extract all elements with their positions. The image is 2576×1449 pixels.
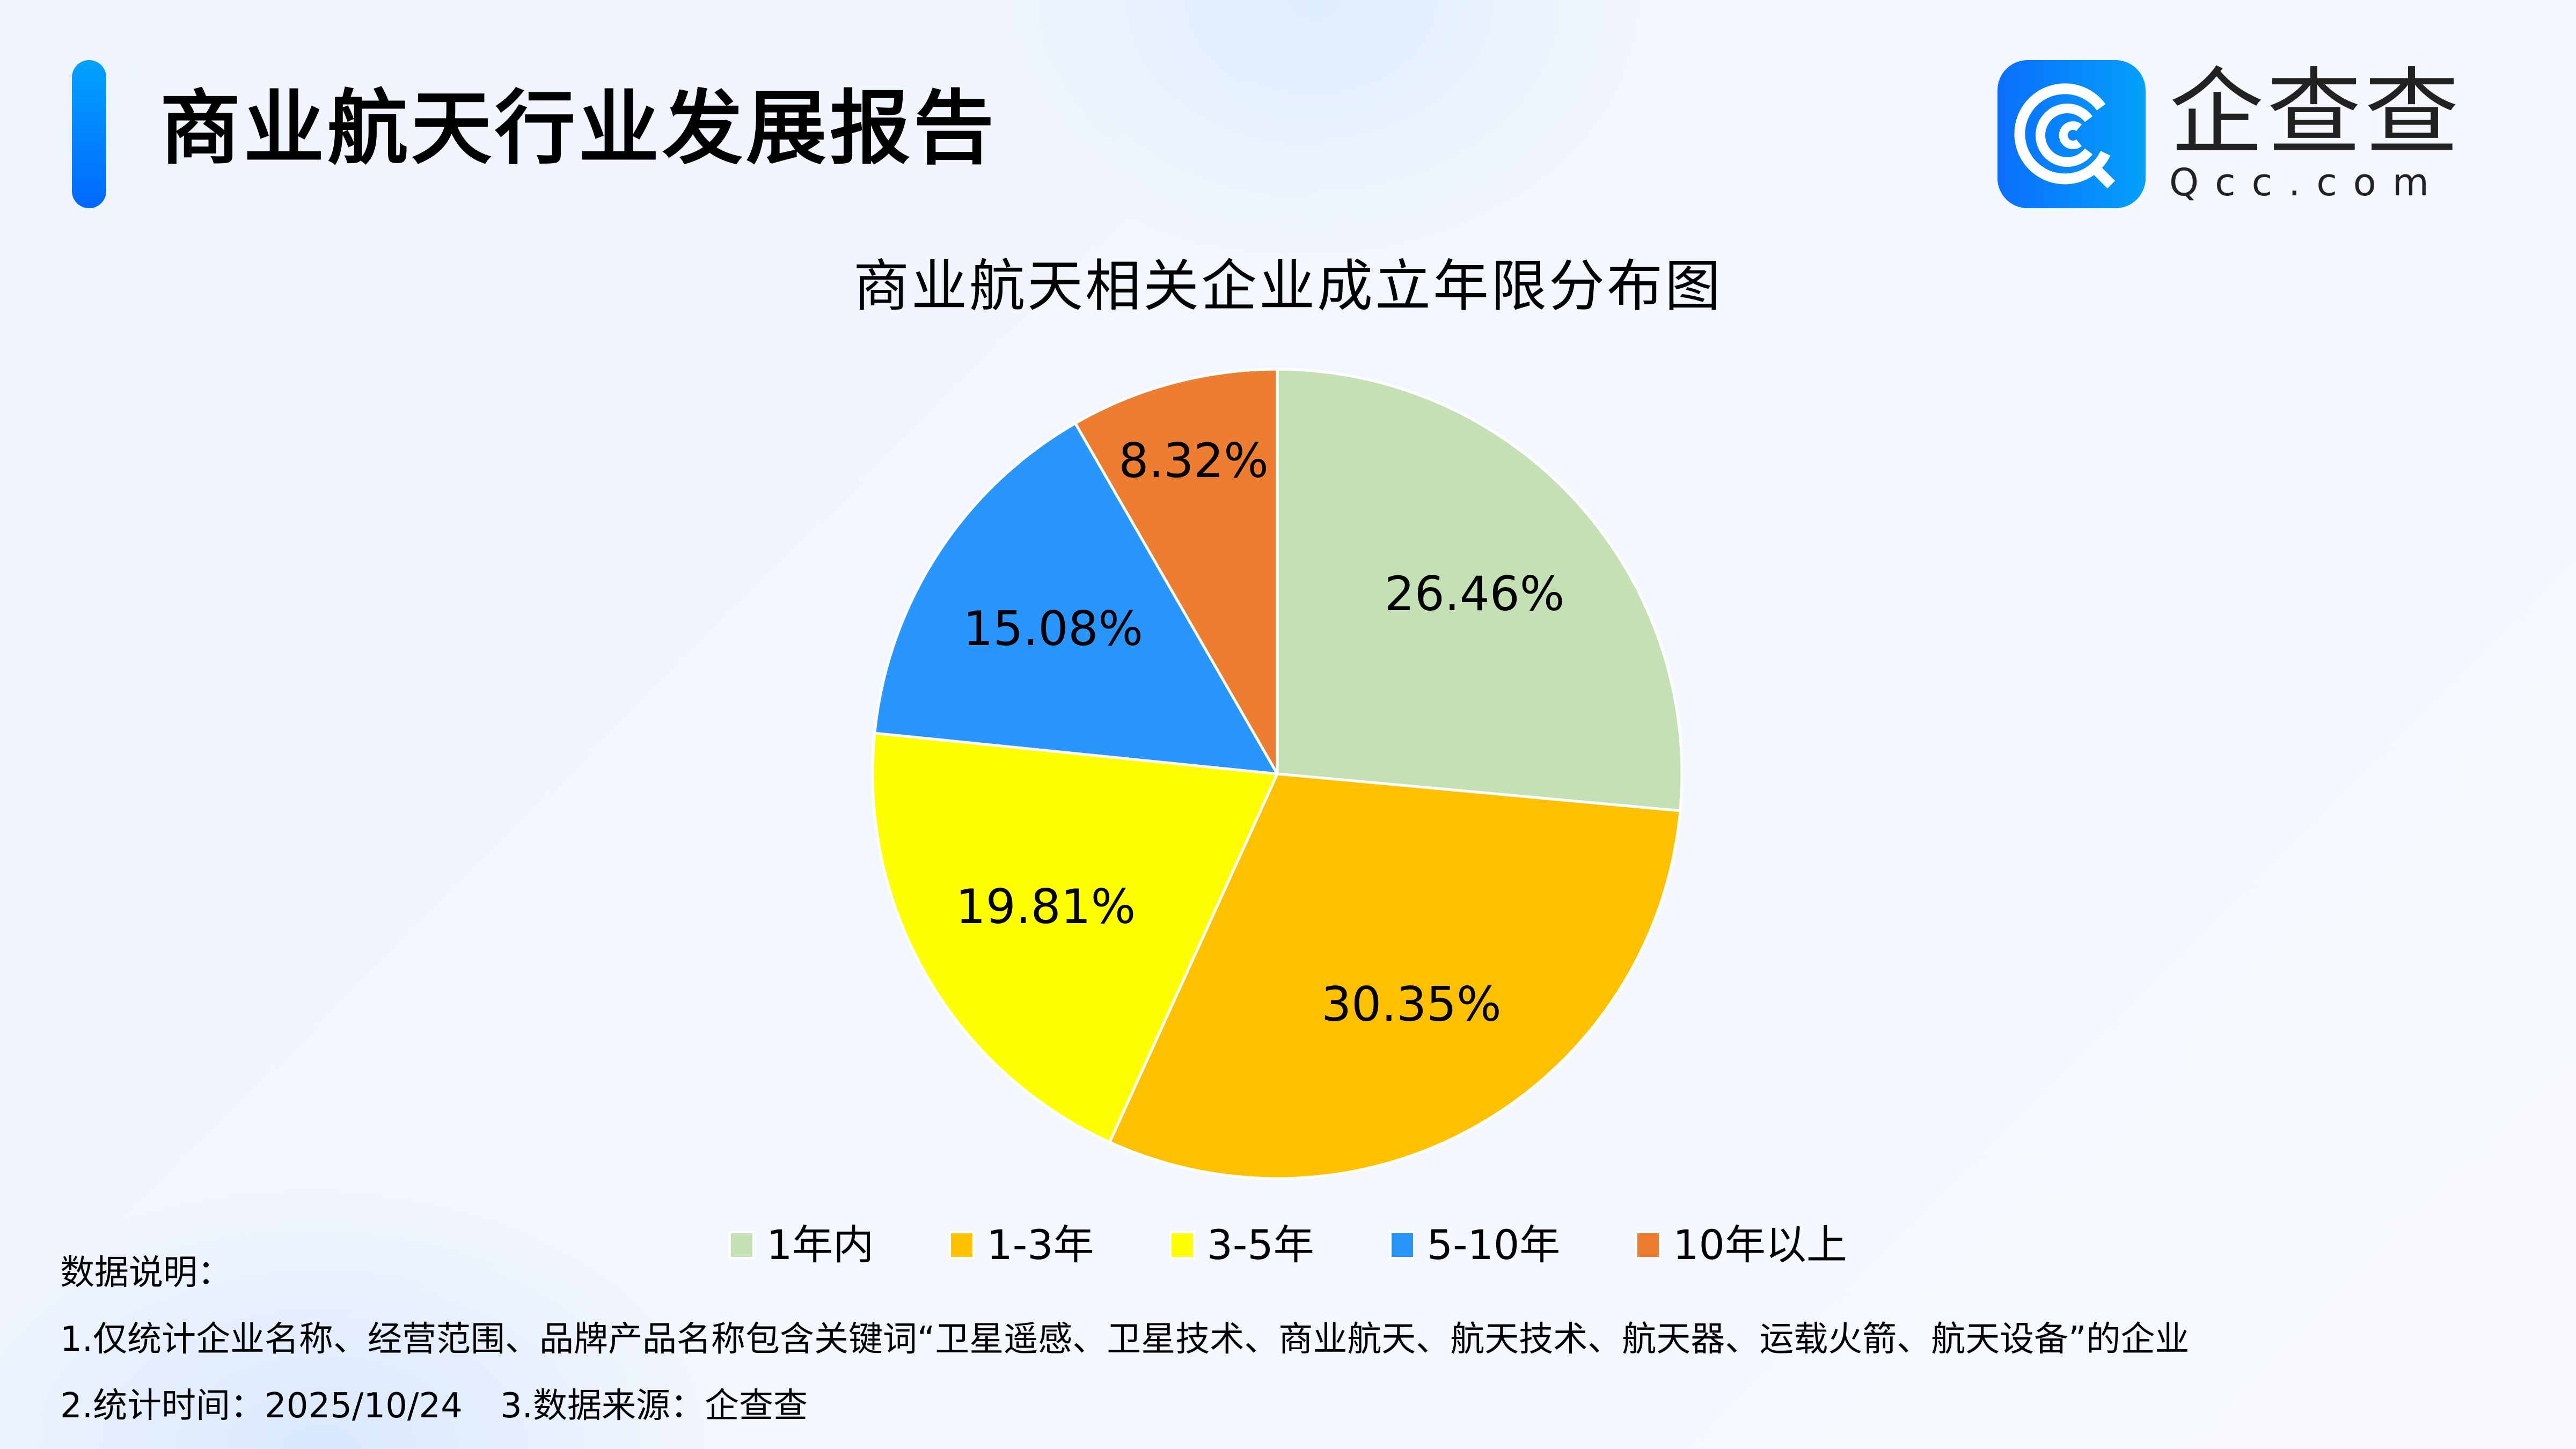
slice-percent-label: 8.32% xyxy=(1118,433,1269,489)
pie-slice xyxy=(1074,368,1279,775)
legend-swatch-icon xyxy=(1635,1231,1662,1259)
slice-percent-label: 26.46% xyxy=(1384,566,1565,621)
legend-label: 1年内 xyxy=(766,1221,874,1269)
pie-slice xyxy=(873,422,1279,775)
legend-item: 10年以上 xyxy=(1635,1218,1847,1272)
logo-name-cn: 企查查 xyxy=(2169,58,2463,168)
legend-swatch-icon xyxy=(1169,1231,1195,1259)
legend-swatch-icon xyxy=(729,1231,755,1259)
pie-slice xyxy=(1276,368,1684,813)
legend-swatch-icon xyxy=(949,1231,975,1259)
legend-item: 5-10年 xyxy=(1389,1218,1560,1272)
legend-item: 1年内 xyxy=(729,1218,874,1272)
notes-time-source: 2.统计时间：2025/10/24 3.数据来源：企查查 xyxy=(60,1373,2189,1439)
legend-label: 1-3年 xyxy=(986,1221,1094,1269)
legend: 1年内 1-3年 3-5年 5-10年 10年以上 xyxy=(0,1218,2576,1272)
pie-slice xyxy=(871,731,1279,1144)
pie-slice xyxy=(1108,772,1682,1180)
legend-swatch-icon xyxy=(1389,1231,1415,1259)
slice-percent-label: 19.81% xyxy=(955,879,1136,934)
title-accent-bar xyxy=(72,60,106,208)
legend-item: 1-3年 xyxy=(949,1218,1094,1272)
logo-name-en: Qcc.com xyxy=(2169,160,2445,204)
slice-percent-label: 30.35% xyxy=(1321,977,1502,1033)
page-title: 商业航天行业发展报告 xyxy=(160,82,998,175)
legend-label: 5-10年 xyxy=(1426,1221,1561,1269)
qcc-logo: 企查查 Qcc.com xyxy=(1997,60,2462,208)
data-notes: 数据说明： 1.仅统计企业名称、经营范围、品牌产品名称包含关键词“卫星遥感、卫星… xyxy=(60,1240,2189,1439)
legend-label: 10年以上 xyxy=(1673,1221,1847,1269)
legend-item: 3-5年 xyxy=(1169,1218,1314,1272)
chart-title: 商业航天相关企业成立年限分布图 xyxy=(853,253,1723,319)
notes-scope: 1.仅统计企业名称、经营范围、品牌产品名称包含关键词“卫星遥感、卫星技术、商业航… xyxy=(60,1320,2190,1359)
qcc-magnifier-icon xyxy=(1997,60,2146,208)
legend-label: 3-5年 xyxy=(1206,1221,1314,1269)
notes-time: 2.统计时间：2025/10/24 xyxy=(60,1386,463,1426)
slice-percent-label: 15.08% xyxy=(963,601,1144,656)
notes-source: 3.数据来源：企查查 xyxy=(500,1386,808,1426)
notes-heading: 数据说明： xyxy=(60,1253,232,1293)
